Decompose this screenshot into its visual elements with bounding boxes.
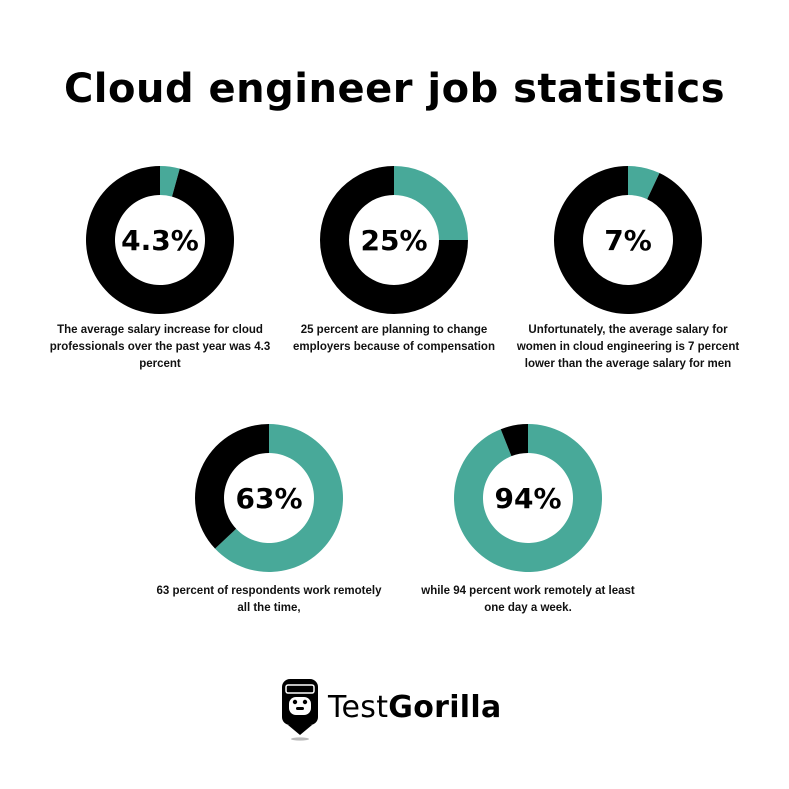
donut-svg-4	[195, 424, 343, 572]
donut-3-slice-1	[628, 166, 660, 200]
testgorilla-logo: TestGorilla	[280, 672, 502, 742]
page-title: Cloud engineer job statistics	[63, 66, 726, 112]
caption-1: The average salary increase for cloud pr…	[49, 324, 271, 370]
caption-4: 63 percent of respondents work remotely …	[156, 585, 382, 614]
donut-label-3: 7%	[604, 223, 652, 257]
brand-name: TestGorilla	[328, 690, 502, 725]
donut-1-slice-1	[160, 166, 180, 197]
donut-label-5: 94%	[494, 481, 562, 515]
brand-name-bold: Gorilla	[388, 689, 502, 725]
donut-chart-3: 7%	[553, 165, 703, 315]
caption-3: Unfortunately, the average salary for wo…	[516, 324, 740, 370]
gorilla-icon	[282, 679, 318, 741]
brand-name-light: Test	[328, 689, 389, 725]
donut-3-slice-2	[554, 166, 702, 314]
donut-label-2: 25%	[360, 223, 428, 257]
caption-2: 25 percent are planning to change employ…	[293, 324, 495, 353]
donut-2-slice-2	[320, 166, 468, 314]
donut-chart-4: 63%	[194, 423, 344, 573]
donut-svg-1	[86, 166, 235, 314]
donut-1-slice-2	[86, 166, 235, 314]
donut-svg-5	[454, 424, 602, 572]
donut-chart-1: 4.3%	[85, 165, 235, 315]
donut-label-4: 63%	[235, 481, 303, 515]
donut-4-slice-1	[215, 424, 343, 572]
donut-5-slice-2	[500, 424, 528, 457]
donut-2-slice-1	[394, 166, 468, 240]
caption-5: while 94 percent work remotely at least …	[421, 585, 635, 614]
donut-chart-5: 94%	[453, 423, 603, 573]
donut-svg-2	[320, 166, 468, 314]
donut-label-1: 4.3%	[121, 223, 199, 257]
donut-chart-2: 25%	[319, 165, 469, 315]
donut-5-slice-1	[454, 424, 602, 572]
donut-svg-3	[554, 166, 702, 314]
donut-4-slice-2	[195, 424, 269, 549]
